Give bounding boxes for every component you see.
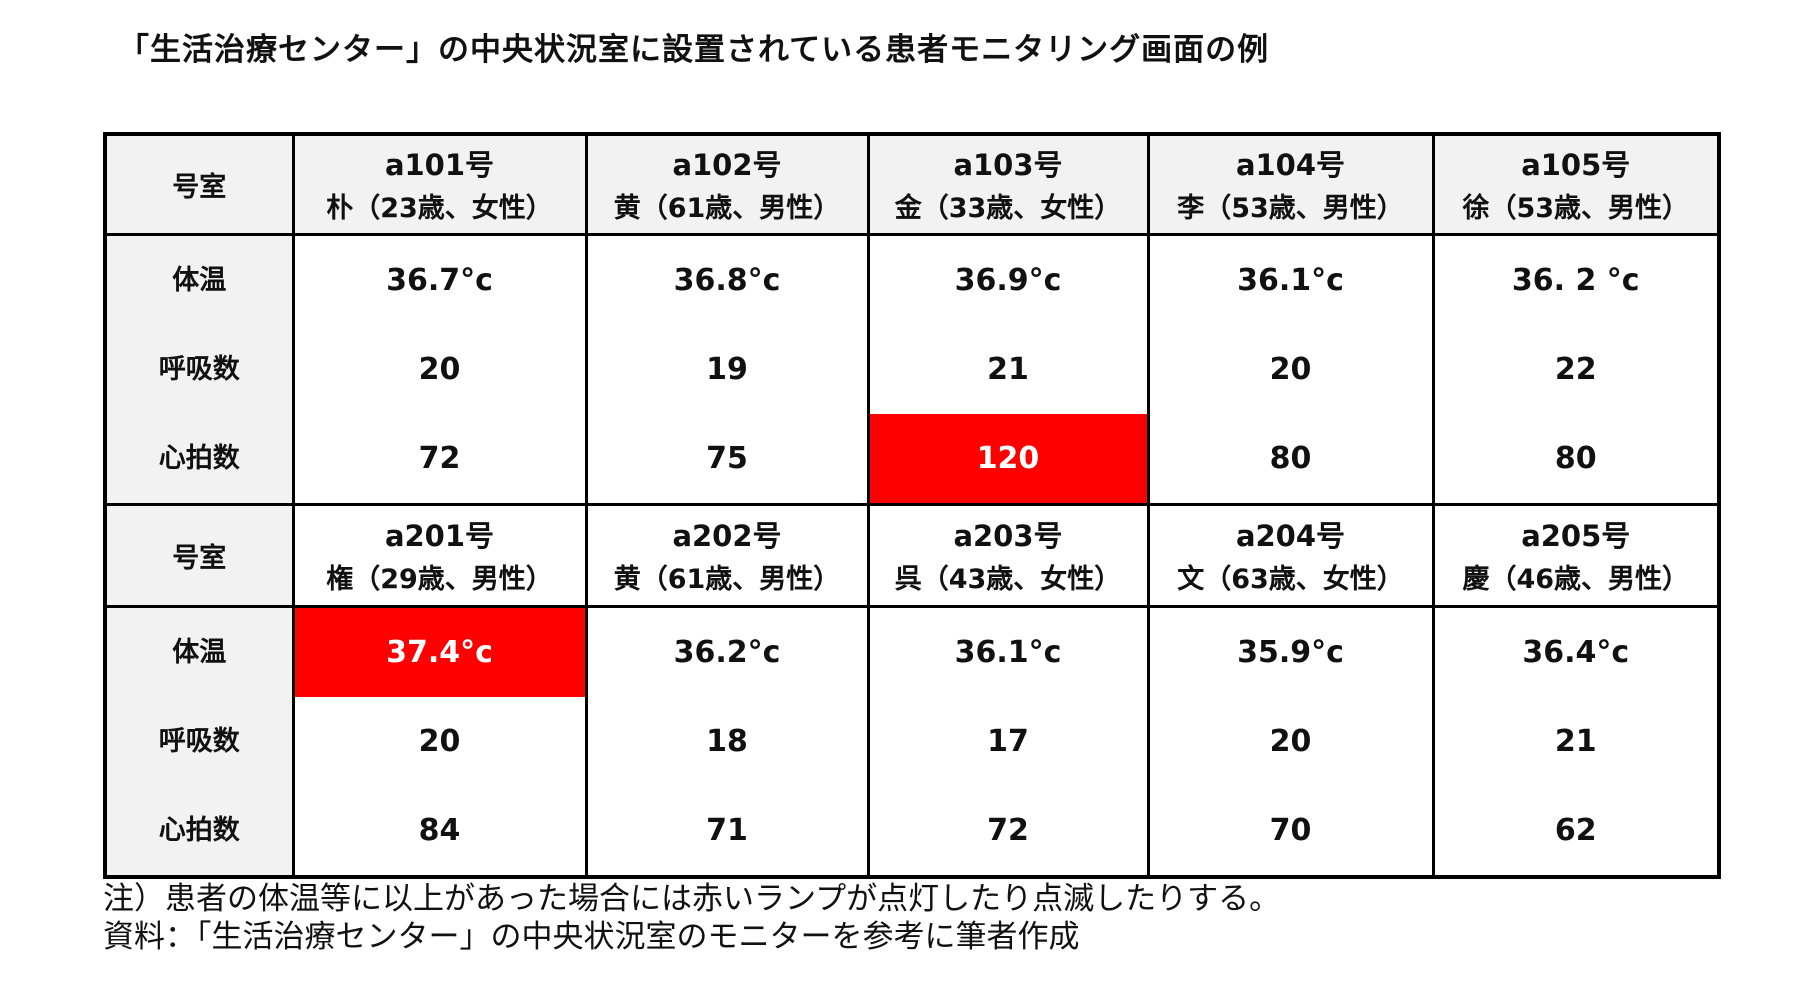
temperature-label: 体温 <box>172 637 227 668</box>
heart-rate-value: 71 <box>706 813 748 848</box>
patient-info: 呉（43歳、女性） <box>894 563 1122 595</box>
temperature-value-alert: 37.4°c <box>296 609 583 697</box>
temperature-value: 36.2°c <box>673 635 781 670</box>
block-2-header-row: 号室 a201号 権（29歳、男性） a202号 黄（61歳、男性） a203号… <box>103 503 1721 608</box>
patient-monitoring-table: 号室 a101号 朴（23歳、女性） a102号 黄（61歳、男性） a103号… <box>103 132 1721 879</box>
heart-rate-value: 80 <box>1269 441 1312 476</box>
room-header-a102: a102号 黄（61歳、男性） <box>584 132 870 236</box>
vitals-a202: 36.2°c 18 71 <box>584 605 870 879</box>
heart-rate-value: 72 <box>987 813 1029 848</box>
vitals-a204: 35.9°c 20 70 <box>1146 605 1435 879</box>
heart-rate-value: 72 <box>418 441 461 476</box>
respiration-value: 20 <box>1269 724 1312 759</box>
patient-info: 文（63歳、女性） <box>1177 563 1404 595</box>
footnotes: 注）患者の体温等に以上があった場合には赤いランプが点灯したり点滅したりする。 資… <box>103 880 1280 956</box>
room-number: a105号 <box>1521 147 1631 182</box>
vitals-a105: 36. 2 °c 22 80 <box>1431 233 1721 506</box>
temperature-value: 36.7°c <box>386 263 493 298</box>
respiration-label: 呼吸数 <box>158 726 240 757</box>
source-text: 資料：「生活治療センター」の中央状況室のモニターを参考に筆者作成 <box>103 919 1080 955</box>
heart-rate-value: 70 <box>1269 813 1312 848</box>
heart-rate-value: 80 <box>1554 441 1597 476</box>
respiration-value: 19 <box>706 352 748 387</box>
room-number: a202号 <box>672 518 782 553</box>
room-number: a101号 <box>384 147 495 182</box>
room-header-a204: a204号 文（63歳、女性） <box>1146 503 1435 608</box>
vitals-a102: 36.8°c 19 75 <box>584 233 870 506</box>
respiration-value: 17 <box>987 724 1029 759</box>
room-header-a202: a202号 黄（61歳、男性） <box>584 503 870 608</box>
room-number: a104号 <box>1235 147 1346 182</box>
vitals-a103: 36.9°c 21 120 <box>866 233 1150 506</box>
room-header-a103: a103号 金（33歳、女性） <box>866 132 1150 236</box>
room-number: a102号 <box>672 147 782 182</box>
respiration-value: 21 <box>987 352 1029 387</box>
heart-rate-label: 心拍数 <box>158 815 240 846</box>
room-header-a104: a104号 李（53歳、男性） <box>1146 132 1435 236</box>
patient-info: 李（53歳、男性） <box>1177 192 1404 224</box>
respiration-value: 18 <box>706 724 748 759</box>
note-text: 注）患者の体温等に以上があった場合には赤いランプが点灯したり点滅したりする。 <box>103 881 1281 917</box>
room-label: 号室 <box>172 543 227 574</box>
patient-info: 慶（46歳、男性） <box>1462 563 1690 595</box>
respiration-label: 呼吸数 <box>158 354 240 385</box>
room-header-a105: a105号 徐（53歳、男性） <box>1431 132 1721 236</box>
temperature-value: 36.4°c <box>1522 635 1630 670</box>
vitals-label-cell: 体温 呼吸数 心拍数 <box>103 233 295 506</box>
respiration-value: 20 <box>1269 352 1312 387</box>
respiration-value: 21 <box>1554 724 1597 759</box>
vitals-a203: 36.1°c 17 72 <box>866 605 1150 879</box>
temperature-value: 36.1°c <box>954 635 1062 670</box>
respiration-value: 22 <box>1554 352 1597 387</box>
vitals-a104: 36.1°c 20 80 <box>1146 233 1435 506</box>
room-number: a201号 <box>384 518 495 553</box>
temperature-value: 36.1°c <box>1237 263 1344 298</box>
temperature-label: 体温 <box>172 265 227 296</box>
vitals-a201: 37.4°c 20 84 <box>291 605 588 879</box>
figure-title: 「生活治療センター」の中央状況室に設置されている患者モニタリング画面の例 <box>118 32 1270 68</box>
heart-rate-value: 62 <box>1554 813 1597 848</box>
heart-rate-value: 75 <box>706 441 748 476</box>
temperature-value: 36.9°c <box>954 263 1062 298</box>
patient-info: 黄（61歳、男性） <box>613 192 841 224</box>
room-header-a201: a201号 権（29歳、男性） <box>291 503 588 608</box>
room-header-a101: a101号 朴（23歳、女性） <box>291 132 588 236</box>
patient-info: 金（33歳、女性） <box>894 192 1122 224</box>
room-number: a205号 <box>1521 518 1631 553</box>
patient-info: 徐（53歳、男性） <box>1462 192 1690 224</box>
block-1-vitals-row: 体温 呼吸数 心拍数 36.7°c 20 72 36.8°c 19 75 36.… <box>103 233 1721 506</box>
block-1-header-row: 号室 a101号 朴（23歳、女性） a102号 黄（61歳、男性） a103号… <box>103 132 1721 236</box>
room-number: a103号 <box>953 147 1063 182</box>
room-header-a203: a203号 呉（43歳、女性） <box>866 503 1150 608</box>
room-label: 号室 <box>172 172 227 203</box>
temperature-value: 36.8°c <box>673 263 781 298</box>
vitals-label-cell: 体温 呼吸数 心拍数 <box>103 605 295 879</box>
respiration-value: 20 <box>418 724 461 759</box>
room-number: a204号 <box>1235 518 1346 553</box>
room-label-cell: 号室 <box>103 503 295 608</box>
block-2-vitals-row: 体温 呼吸数 心拍数 37.4°c 20 84 36.2°c 18 71 36.… <box>103 605 1721 879</box>
temperature-value: 35.9°c <box>1237 635 1344 670</box>
heart-rate-label: 心拍数 <box>158 443 240 474</box>
heart-rate-value-alert: 120 <box>871 414 1145 502</box>
room-header-a205: a205号 慶（46歳、男性） <box>1431 503 1721 608</box>
patient-info: 黄（61歳、男性） <box>613 563 841 595</box>
vitals-a101: 36.7°c 20 72 <box>291 233 588 506</box>
vitals-a205: 36.4°c 21 62 <box>1431 605 1721 879</box>
patient-info: 朴（23歳、女性） <box>326 192 553 224</box>
respiration-value: 20 <box>418 352 461 387</box>
temperature-value: 36. 2 °c <box>1511 263 1640 298</box>
heart-rate-value: 84 <box>418 813 461 848</box>
room-label-cell: 号室 <box>103 132 295 236</box>
room-number: a203号 <box>953 518 1063 553</box>
patient-info: 権（29歳、男性） <box>326 563 553 595</box>
